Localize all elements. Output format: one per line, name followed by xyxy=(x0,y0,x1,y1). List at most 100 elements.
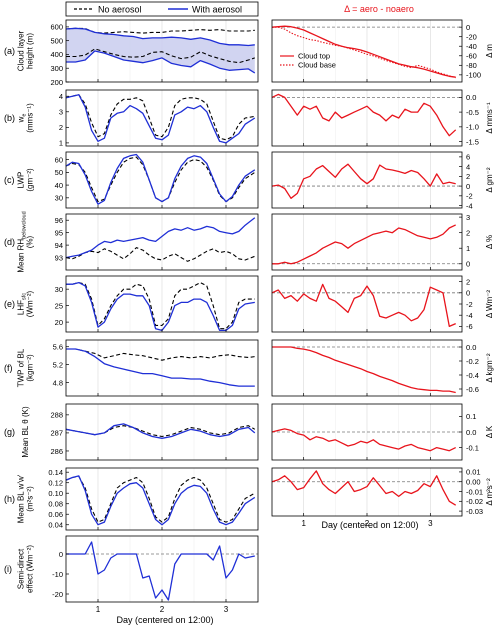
y-tick-label: -0.1 xyxy=(466,443,479,452)
y-tick-label: 0.06 xyxy=(48,510,63,519)
y-tick-label: 0.0 xyxy=(466,343,476,352)
y-tick-label: -20 xyxy=(52,590,63,599)
y-axis-title-subscript: e xyxy=(22,114,28,117)
panel-e: 20 25 30 LHFsfc(Wm⁻²) (e) xyxy=(4,275,259,333)
legend-cloud-top-label: Cloud top xyxy=(298,52,330,61)
x-tick-label: 3 xyxy=(428,519,433,528)
y-tick-label: 0 xyxy=(466,260,470,269)
--line xyxy=(271,163,456,199)
y-tick-label: -1.0 xyxy=(466,123,479,132)
y-axis-title: LWP xyxy=(17,172,26,189)
y-axis-title: Cloud layer xyxy=(17,30,26,71)
y-axis-title: (Wm⁻²) xyxy=(26,290,35,317)
legend-left-frame xyxy=(65,1,259,17)
x-tick-label: 1 xyxy=(96,605,101,614)
y-tick-label: 30 xyxy=(55,285,63,294)
y-tick-label: 4 xyxy=(466,162,470,171)
y-axis-title: (gm⁻²) xyxy=(26,168,35,192)
with-aerosol-top-line xyxy=(65,27,255,47)
y-tick-label: 2 xyxy=(59,123,63,132)
no-aerosol-line xyxy=(66,282,255,330)
y-tick-label: 0.08 xyxy=(48,500,63,509)
with-aerosol-line xyxy=(66,281,255,332)
panel-label: (d) xyxy=(4,237,15,247)
y-tick-label: -10 xyxy=(52,570,63,579)
semi-direct-effect-line xyxy=(66,541,255,601)
fill-between-aerosol xyxy=(66,28,255,73)
--line xyxy=(272,346,456,394)
legend-cloud-base-label: Cloud base xyxy=(298,61,336,70)
x-tick-label: 2 xyxy=(365,519,370,528)
cloud-top-line xyxy=(271,25,456,78)
y-tick-label: 2 xyxy=(466,277,470,286)
no-aerosol-line xyxy=(65,475,256,523)
with-aerosol-line xyxy=(65,217,256,259)
y-tick-label: 2 xyxy=(466,172,470,181)
y-tick-label: 0.0 xyxy=(466,428,476,437)
no-aerosol-line xyxy=(66,348,255,361)
y-tick-label: 0.10 xyxy=(48,489,63,498)
y-axis-title: LHFsfc xyxy=(17,293,28,315)
with-aerosol-line xyxy=(65,423,256,439)
y-axis-title: (kgm⁻²) xyxy=(26,354,35,382)
y-axis-title-right: Δ gm⁻² xyxy=(485,167,494,192)
y-tick-label: -0.6 xyxy=(466,385,479,394)
y-tick-label: 288 xyxy=(50,411,63,420)
panel-label: (b) xyxy=(4,113,15,123)
with-aerosol-base-line xyxy=(66,50,256,74)
panel-f_delta: 0.0 -0.2 -0.4 -0.6 Δ kgm⁻² xyxy=(271,339,494,397)
panel-d_delta: 3 2 1 0 Δ % xyxy=(271,213,494,271)
y-tick-label: -2 xyxy=(466,192,473,201)
y-axis-title-right: Δ kgm⁻² xyxy=(485,353,494,382)
y-tick-label: 300 xyxy=(50,64,63,73)
y-axis-title: (mms⁻¹) xyxy=(26,103,35,133)
y-axis-title: we xyxy=(17,114,28,124)
y-tick-label: 0 xyxy=(466,289,470,298)
y-axis-title: height (m) xyxy=(26,33,35,69)
y-tick-label: 400 xyxy=(50,50,63,59)
y-tick-label: 4.8 xyxy=(53,378,63,387)
y-axis-title-right: Δ Wm⁻² xyxy=(485,290,494,319)
y-axis-title: Semi-direct xyxy=(17,548,26,589)
panel-g_delta: 0.1 0.0 -0.1 Δ K xyxy=(271,403,494,461)
legend-aero-label: With aerosol xyxy=(192,5,242,15)
no-aerosol-base-line xyxy=(66,48,255,64)
y-tick-label: 96 xyxy=(55,216,63,225)
y-axis-title: effect (Wm⁻²) xyxy=(26,545,35,593)
y-tick-label: 500 xyxy=(50,36,63,45)
panel-label: (a) xyxy=(4,46,15,56)
y-tick-label: -0.01 xyxy=(466,487,483,496)
y-tick-label: 0.14 xyxy=(48,468,63,477)
y-axis-title: Mean BL θ (K) xyxy=(21,406,30,458)
y-tick-label: 6 xyxy=(466,153,470,162)
x-axis-title-right: Day (centered on 12:00) xyxy=(321,520,418,530)
panel-f: 4.8 5.2 5.6 TWP of BL (kgm⁻²) (f) xyxy=(4,339,259,397)
x-axis-title-left: Day (centered on 12:00) xyxy=(116,615,213,625)
y-tick-label: 5.2 xyxy=(53,360,63,369)
y-tick-label: 40 xyxy=(55,181,63,190)
y-tick-label: 0.0 xyxy=(466,93,476,102)
panel-label: (f) xyxy=(4,363,13,373)
y-tick-label: 5.6 xyxy=(53,343,63,352)
y-tick-label: 1 xyxy=(59,139,63,148)
panel-i: 1 2 3 0 -10 -20 Semi-direct effect (Wm⁻²) (i) xyxy=(4,535,259,614)
with-aerosol-line xyxy=(66,348,255,387)
legend-left: No aerosol With aerosol xyxy=(65,1,259,17)
y-tick-label: -4 xyxy=(466,311,473,320)
y-tick-label: -60 xyxy=(466,52,477,61)
--line xyxy=(271,93,457,137)
y-tick-label: -40 xyxy=(466,42,477,51)
panel-a: 200 300 400 500 600 Cloud layer height (m) (a) xyxy=(4,19,259,87)
y-tick-label: 25 xyxy=(55,301,63,310)
panel-label: (i) xyxy=(4,564,12,574)
--line xyxy=(271,283,456,328)
y-tick-label: 2 xyxy=(466,228,470,237)
panel-label: (e) xyxy=(4,299,15,309)
with-aerosol-line xyxy=(65,94,256,144)
y-axis-title-right: Δ mms⁻¹ xyxy=(485,102,494,134)
--line xyxy=(271,428,456,452)
no-aerosol-line xyxy=(65,156,256,203)
y-axis-title-right: Δ m xyxy=(485,44,494,58)
